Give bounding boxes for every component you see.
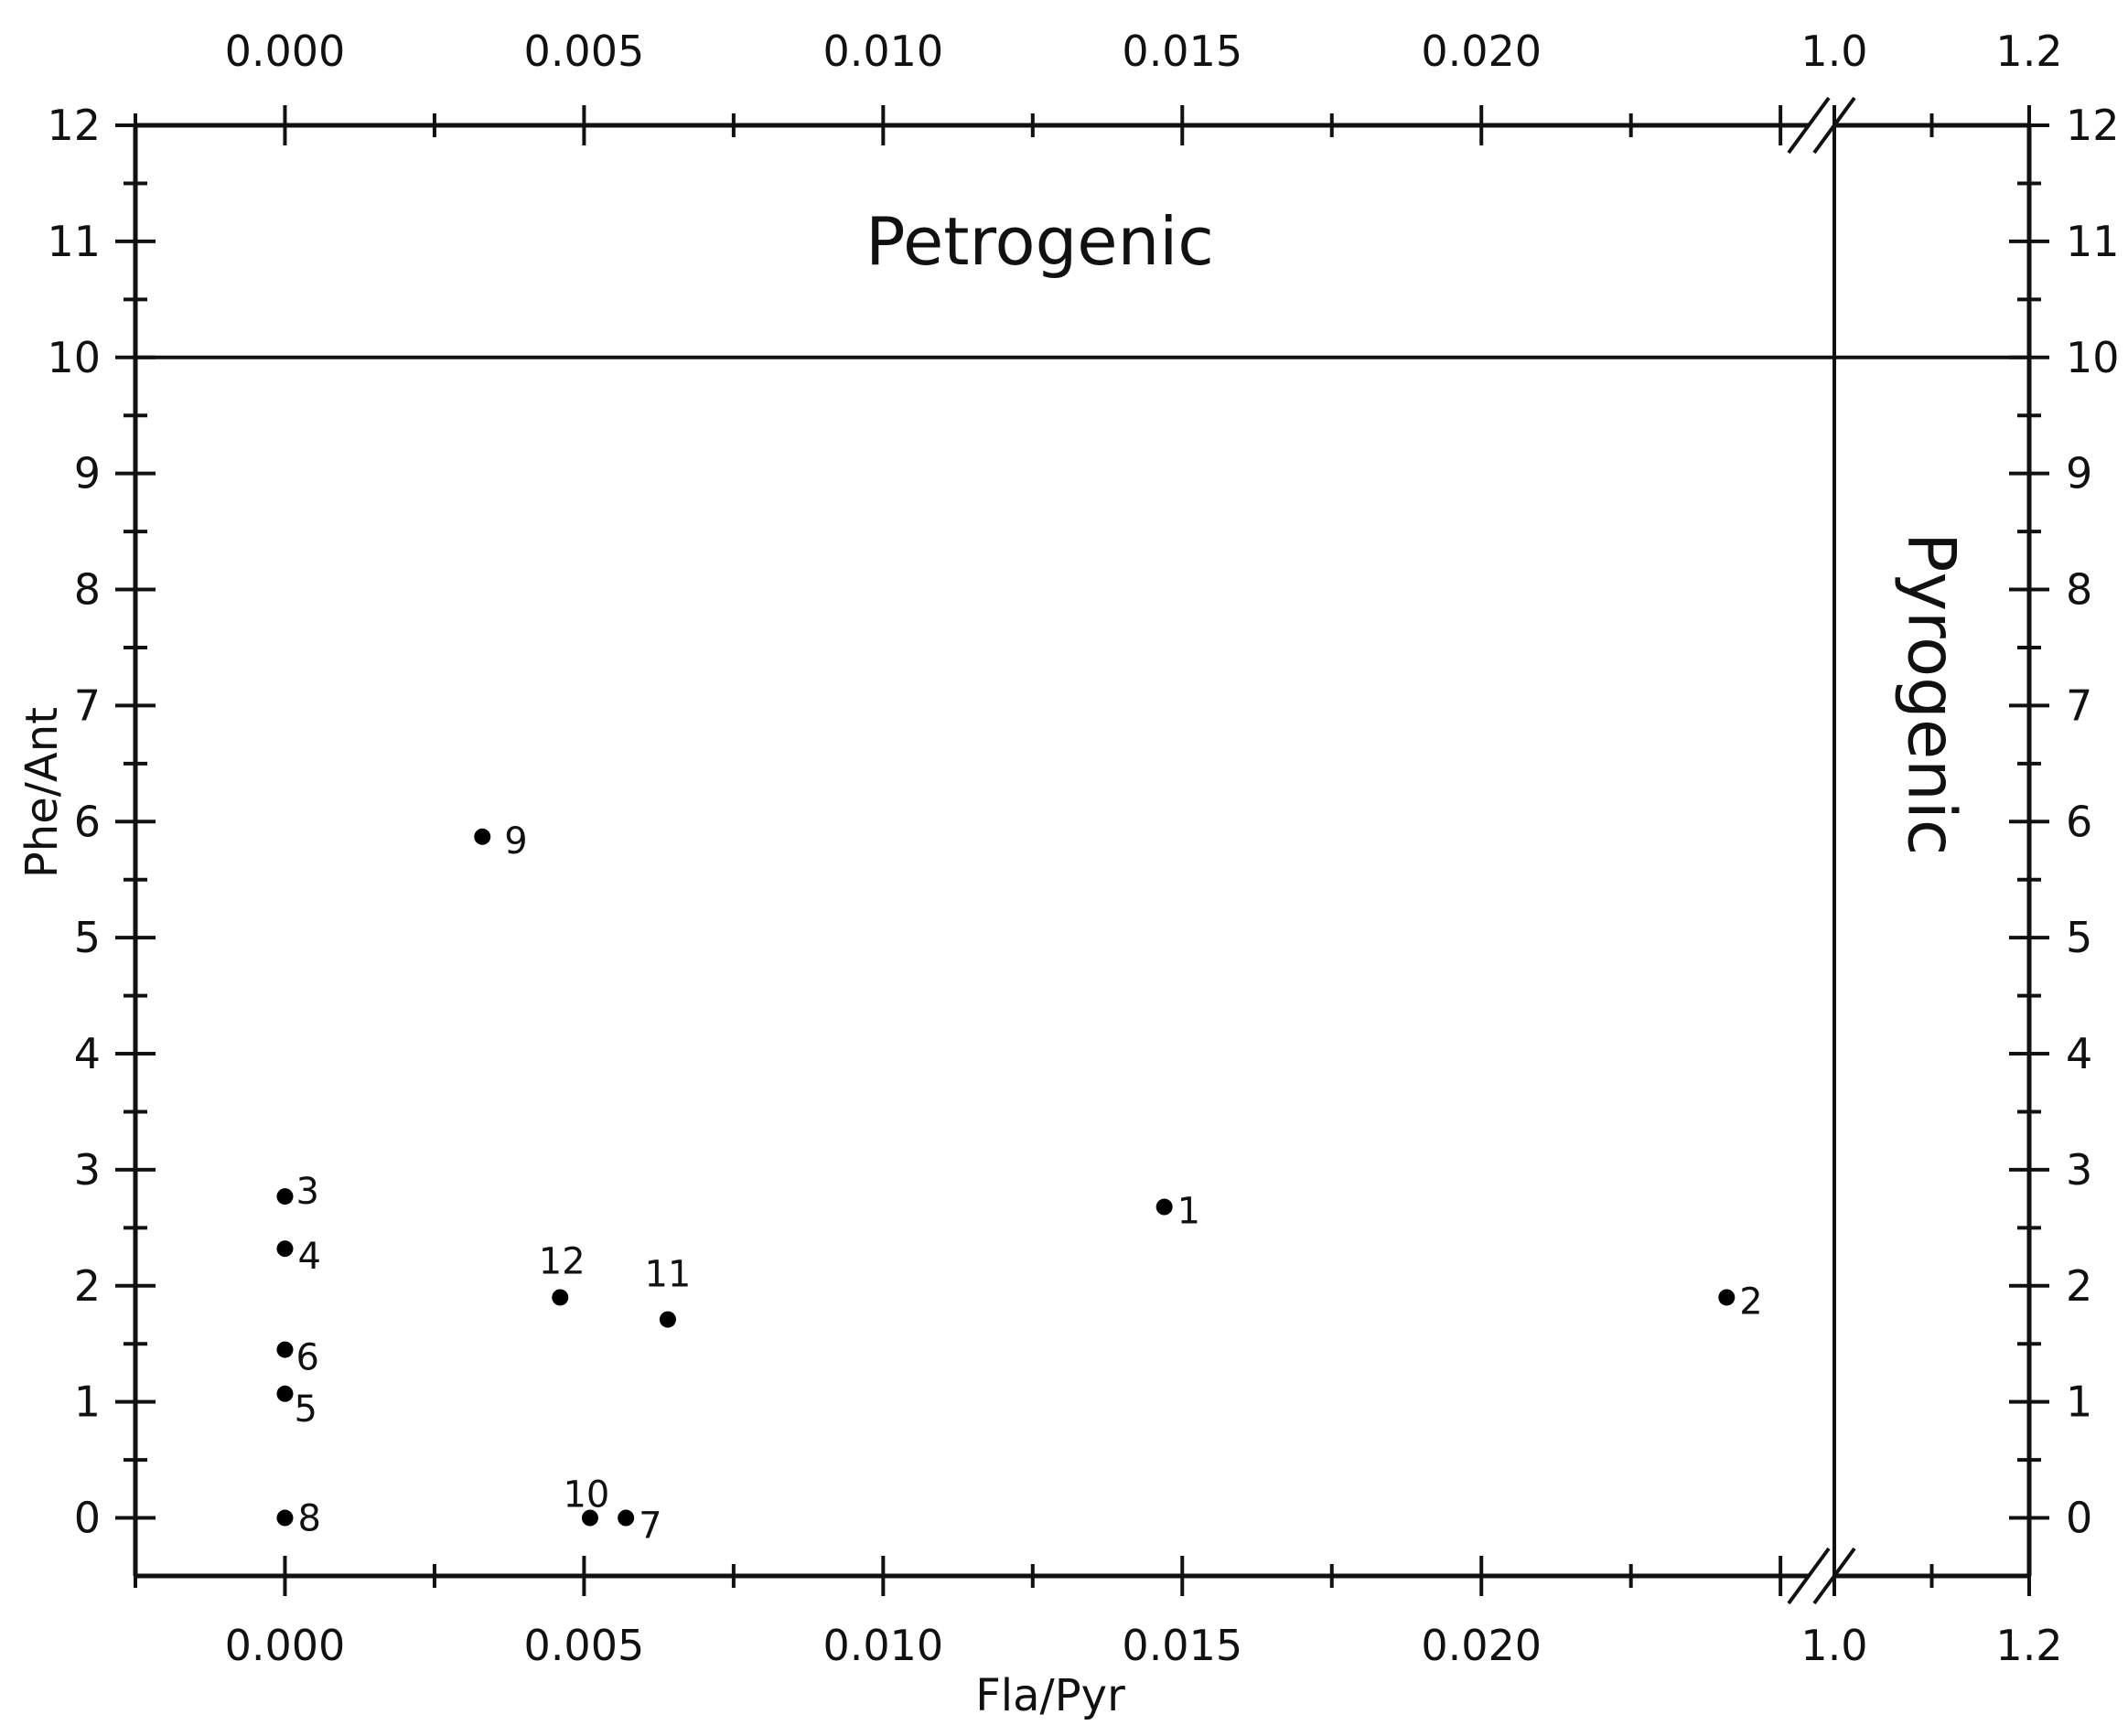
data-point-label-10: 10	[563, 1474, 609, 1516]
x-tick-label-bottom: 0.000	[225, 1621, 346, 1670]
y-tick-label-left: 12	[47, 101, 101, 150]
data-point-5	[276, 1385, 294, 1402]
data-point-label-9: 9	[504, 820, 527, 863]
x-tick-label-top: 0.015	[1122, 27, 1242, 76]
y-tick-label-right: 0	[2066, 1494, 2092, 1543]
y-tick-label-left: 7	[74, 680, 101, 730]
data-point-8	[276, 1509, 294, 1527]
data-point-6	[276, 1341, 294, 1358]
y-tick-label-right: 8	[2066, 565, 2092, 615]
x-tick-label-bottom: 1.2	[1995, 1621, 2062, 1670]
data-point-9	[474, 828, 491, 845]
y-tick-label-right: 3	[2066, 1145, 2092, 1195]
data-point-3	[276, 1188, 294, 1206]
y-tick-label-left: 4	[74, 1029, 101, 1078]
region-label-petrogenic: Petrogenic	[865, 203, 1214, 280]
data-point-label-6: 6	[296, 1337, 318, 1379]
plot-frame	[133, 96, 2032, 1605]
x-tick-label-top: 0.020	[1421, 27, 1542, 76]
data-point-label-2: 2	[1739, 1281, 1762, 1323]
y-tick-label-right: 2	[2066, 1261, 2092, 1311]
y-tick-label-right: 6	[2066, 797, 2092, 846]
x-tick-label-bottom: 0.015	[1122, 1621, 1242, 1670]
y-tick-label-left: 0	[74, 1494, 101, 1543]
y-tick-label-right: 9	[2066, 449, 2092, 498]
y-tick-label-right: 10	[2066, 333, 2120, 382]
x-tick-label-bottom: 1.0	[1800, 1621, 1867, 1670]
x-tick-label-top: 0.000	[225, 27, 346, 76]
y-tick-label-right: 4	[2066, 1029, 2092, 1078]
y-axis-title: Phe/Ant	[16, 707, 68, 878]
y-tick-label-left: 1	[74, 1377, 101, 1427]
x-axis-title: Fla/Pyr	[975, 1670, 1125, 1721]
data-point-label-5: 5	[294, 1388, 317, 1431]
top-axis-break-mark	[1787, 96, 1831, 155]
axis-ticks	[115, 105, 2049, 1596]
data-point-label-1: 1	[1177, 1191, 1200, 1233]
y-tick-label-right: 5	[2066, 913, 2092, 962]
x-tick-label-bottom: 0.005	[524, 1621, 645, 1670]
data-point-11	[659, 1311, 676, 1328]
y-tick-label-left: 11	[47, 217, 101, 266]
x-tick-label-top: 0.010	[822, 27, 943, 76]
y-tick-label-left: 8	[74, 565, 101, 615]
x-tick-label-bottom: 0.010	[822, 1621, 943, 1670]
y-tick-label-right: 1	[2066, 1377, 2092, 1427]
data-point-7	[618, 1509, 635, 1527]
data-point-4	[276, 1240, 294, 1258]
y-tick-label-left: 2	[74, 1261, 101, 1311]
y-tick-label-left: 3	[74, 1145, 101, 1195]
data-point-12	[552, 1289, 569, 1306]
data-point-10	[581, 1509, 598, 1527]
data-point-label-4: 4	[297, 1236, 320, 1278]
x-tick-label-top: 0.005	[524, 27, 645, 76]
y-tick-label-right: 11	[2066, 217, 2120, 266]
y-tick-label-right: 12	[2066, 101, 2120, 150]
x-tick-label-top: 1.0	[1800, 27, 1867, 76]
y-tick-label-right: 7	[2066, 680, 2092, 730]
data-point-label-8: 8	[297, 1498, 320, 1540]
data-point-label-12: 12	[539, 1240, 586, 1282]
y-tick-label-left: 6	[74, 797, 101, 846]
region-label-pyrogenic: Pyrogenic	[1894, 532, 1971, 855]
y-tick-label-left: 5	[74, 913, 101, 962]
y-tick-label-left: 9	[74, 449, 101, 498]
data-point-label-11: 11	[644, 1254, 691, 1296]
data-point-label-7: 7	[639, 1506, 661, 1548]
x-tick-label-bottom: 0.020	[1421, 1621, 1542, 1670]
x-tick-label-top: 1.2	[1995, 27, 2062, 76]
data-point-1	[1155, 1198, 1173, 1216]
bottom-axis-break-mark	[1787, 1547, 1831, 1605]
region-boundaries	[135, 125, 2029, 1576]
y-tick-label-left: 10	[47, 333, 101, 382]
data-point-2	[1718, 1289, 1736, 1306]
data-point-label-3: 3	[296, 1171, 318, 1213]
